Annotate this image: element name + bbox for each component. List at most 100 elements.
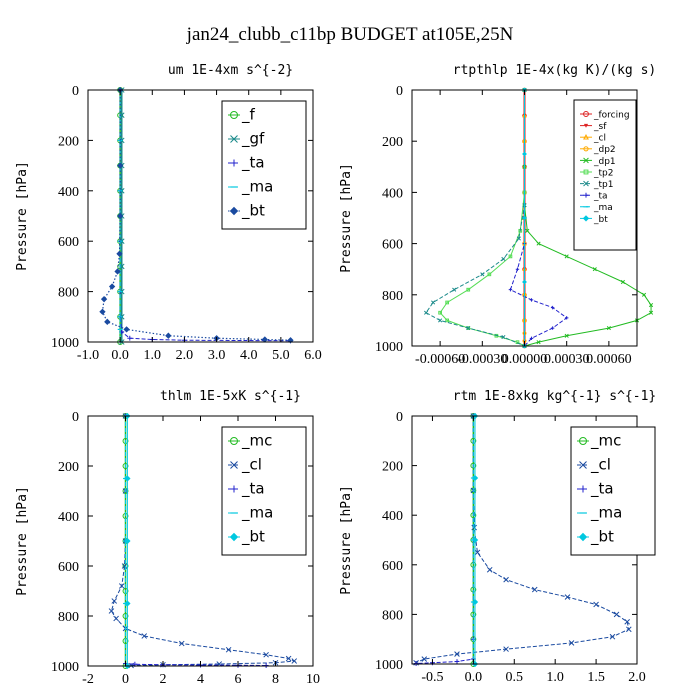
x-tick-label: 3.0 [208, 348, 226, 363]
x-tick-label: 10 [306, 672, 320, 687]
legend-item: _cl [577, 456, 611, 475]
data-point [291, 658, 298, 664]
y-tick-label: 400 [382, 186, 403, 201]
y-tick-label: 0 [396, 410, 403, 425]
legend-marker [230, 461, 238, 469]
data-point [508, 287, 513, 292]
y-tick-label: 1000 [51, 660, 79, 675]
y-axis-label: Pressure [hPa] [15, 161, 30, 271]
figure-title: jan24_clubb_c11bp BUDGET at105E,25N [186, 24, 514, 45]
y-tick-label: 200 [382, 135, 403, 150]
legend-label: _cl [241, 456, 262, 475]
legend-item: _ma [577, 504, 622, 523]
legend-item: _ma [228, 178, 273, 197]
panel-title: um 1E-4xm s^{-2} [168, 63, 293, 78]
x-tick-label: 1.0 [144, 348, 162, 363]
y-tick-label: 600 [382, 238, 403, 253]
x-tick-label: -0.00030 [457, 352, 507, 367]
data-point [445, 318, 450, 323]
legend-item: _mc [228, 432, 272, 451]
plot-frame [87, 89, 314, 343]
legend-box [573, 99, 637, 251]
y-tick-label: 400 [382, 509, 403, 524]
data-point [113, 615, 119, 622]
data-point [620, 279, 626, 285]
x-tick-label: -0.5 [421, 670, 443, 685]
data-point [445, 300, 450, 305]
legend-marker [579, 485, 587, 493]
data-point [285, 655, 292, 662]
y-axis-label: Pressure [hPa] [15, 486, 30, 596]
legend-label: _sf [593, 122, 607, 132]
legend-marker [583, 123, 589, 128]
y-tick-label: 800 [382, 289, 403, 304]
x-tick-label: 0.00000 [502, 352, 548, 367]
data-point [471, 474, 479, 482]
series-line [415, 416, 630, 664]
legend-box [221, 100, 307, 230]
data-point [522, 215, 527, 221]
legend: _mc _cl _ta _ma _bt [570, 426, 656, 556]
legend-label: _dp2 [593, 145, 616, 155]
data-point [117, 263, 124, 270]
data-point [124, 600, 131, 607]
legend-item: _cl [580, 134, 606, 144]
legend-item: _bt [228, 528, 265, 547]
data-point [118, 583, 125, 589]
data-point [516, 236, 521, 241]
legend-marker [230, 159, 238, 167]
data-point [471, 536, 479, 544]
x-tick-label: 6.0 [304, 348, 322, 363]
y-tick-label: 0 [72, 84, 79, 99]
legend-item: _bt [577, 528, 614, 547]
data-point [503, 646, 509, 652]
series-bt [99, 86, 294, 344]
legend-marker [579, 437, 587, 445]
x-tick-label: -1.0 [77, 348, 99, 363]
data-point [114, 268, 121, 275]
legend-item: _ta [228, 480, 265, 499]
y-tick-label: 600 [382, 559, 403, 574]
legend-label: _dp1 [593, 157, 616, 167]
legend-marker [579, 461, 587, 469]
x-tick-label: 0.0 [465, 670, 483, 685]
legend-item: _gf [228, 130, 265, 149]
y-axis-label: Pressure [hPa] [339, 163, 354, 273]
panel-3: thlm 1E-5xK s^{-1} Pressure [hPa] 0 200 400 6… [15, 389, 320, 687]
legend-label: _cl [590, 456, 611, 475]
data-point [480, 272, 485, 277]
data-point [606, 326, 611, 331]
legend-label: _ta [241, 154, 265, 173]
x-tick-label: 2 [160, 672, 167, 687]
data-point [454, 659, 460, 664]
legend-label: _mc [590, 432, 621, 451]
legend-label: _bt [241, 202, 265, 221]
data-point [564, 333, 569, 338]
legend-label: _mc [241, 432, 272, 451]
y-tick-label: 400 [58, 185, 79, 200]
legend-label: _ta [593, 192, 608, 202]
x-tick-label: 0.0 [111, 348, 129, 363]
legend-item: _sf [580, 122, 607, 132]
data-point [141, 633, 148, 639]
panel-title: rtm 1E-8xkg kg^{-1} s^{-1} [453, 389, 657, 404]
panel-4: rtm 1E-8xkg kg^{-1} s^{-1} Pressure [hPa]… [339, 389, 656, 685]
data-point [522, 151, 527, 157]
y-tick-label: 400 [58, 510, 79, 525]
x-tick-label: 8 [272, 672, 279, 687]
x-tick-label: -0.00060 [415, 352, 465, 367]
data-point [108, 608, 115, 614]
legend-marker [583, 180, 589, 187]
data-point [123, 326, 130, 333]
data-point [124, 475, 131, 482]
legend-item: _ta [577, 480, 614, 499]
series-ta [508, 88, 569, 348]
data-point [503, 576, 509, 583]
x-tick-label: 0.00060 [586, 352, 632, 367]
data-point [287, 337, 294, 344]
legend-label: _f [241, 106, 256, 125]
legend-label: _ta [241, 480, 265, 499]
y-tick-label: 800 [382, 608, 403, 623]
data-point [624, 619, 630, 625]
legend-marker [230, 437, 238, 445]
